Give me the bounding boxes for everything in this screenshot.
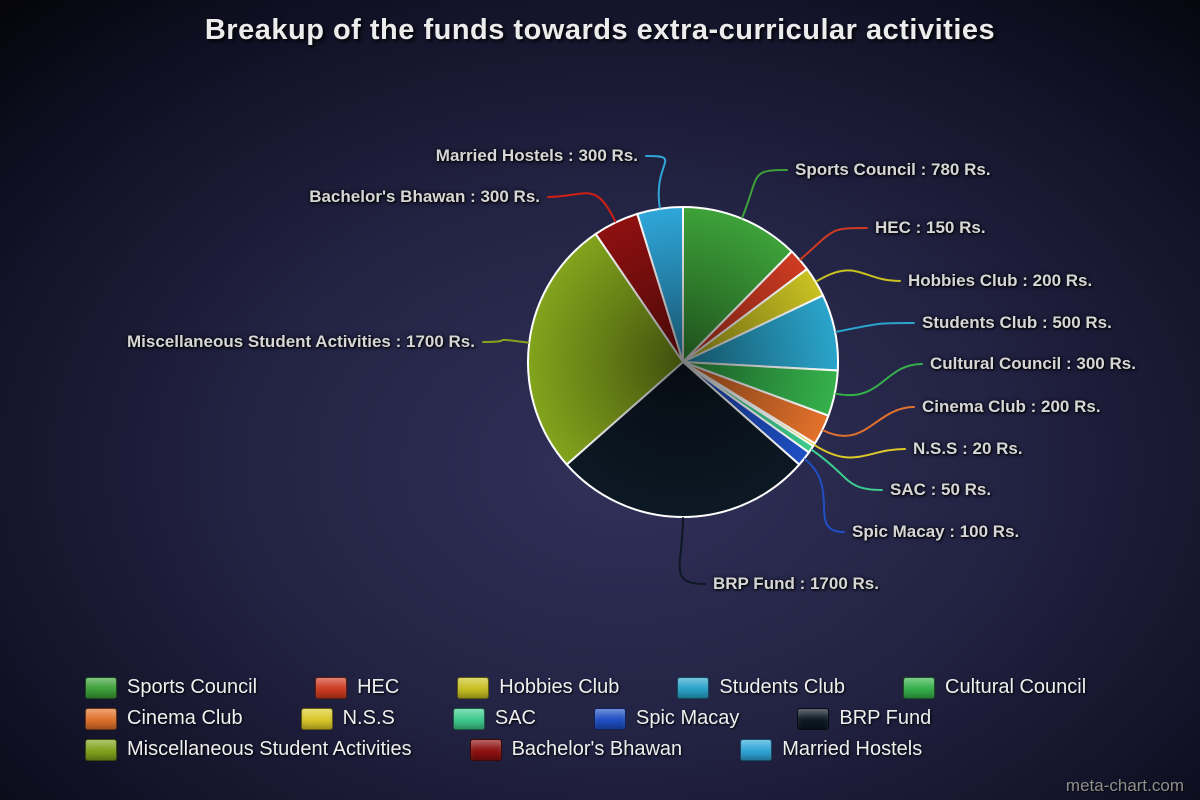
legend-swatch-0	[85, 676, 117, 699]
legend-swatch-4	[903, 676, 936, 699]
legend-item-7: SAC	[452, 707, 536, 730]
chart-title: Breakup of the funds towards extra-curri…	[204, 14, 996, 46]
legend-label-12: Married Hostels	[782, 738, 923, 760]
leader-line-0	[741, 169, 788, 219]
legend-item-12: Married Hostels	[740, 738, 922, 761]
watermark: meta-chart.com	[1065, 776, 1184, 795]
slice-label-bachelors-bhawan: Bachelor's Bhawan : 300 Rs.	[309, 187, 540, 206]
slice-label-married-hostels: Married Hostels : 300 Rs.	[435, 146, 638, 165]
legend-swatch-10	[85, 738, 117, 761]
legend-swatch-12	[740, 738, 773, 761]
legend-swatch-11	[469, 738, 502, 761]
legend-item-5: Cinema Club	[85, 707, 243, 730]
slice-label-brp-fund: BRP Fund : 1700 Rs.	[713, 574, 879, 593]
legend-swatch-9	[797, 707, 830, 730]
leader-line-3	[835, 321, 915, 333]
leader-line-1	[799, 227, 868, 261]
legend-swatch-8	[593, 707, 626, 730]
leader-line-9	[678, 517, 706, 585]
legend-item-4: Cultural Council	[903, 676, 1086, 699]
slice-label-sports-council: Sports Council : 780 Rs.	[795, 160, 991, 179]
leader-line-8	[803, 458, 845, 533]
legend-swatch-6	[300, 707, 333, 730]
legend-label-11: Bachelor's Bhawan	[511, 738, 683, 760]
legend-label-0: Sports Council	[127, 676, 258, 698]
slice-label-miscellaneous: Miscellaneous Student Activities : 1700 …	[127, 332, 475, 351]
legend-swatch-1	[315, 676, 348, 699]
leader-line-12	[645, 155, 667, 209]
legend-label-6: N.S.S	[342, 707, 395, 729]
legend-swatch-7	[452, 707, 485, 730]
legend-swatch-3	[677, 676, 710, 699]
legend-row: Sports Council HEC Hobbies Club Students Cl…	[85, 676, 1086, 699]
legend-row: Cinema Club N.S.S SAC Spic Macay BRP Fund	[85, 707, 1086, 730]
legend-item-6: N.S.S	[300, 707, 395, 730]
leader-lines-group	[482, 155, 923, 585]
legend-item-10: Miscellaneous Student Activities	[85, 738, 412, 761]
legend-item-9: BRP Fund	[797, 707, 931, 730]
legend-item-11: Bachelor's Bhawan	[469, 738, 683, 761]
legend-label-4: Cultural Council	[945, 676, 1087, 698]
leader-line-10	[482, 338, 530, 344]
slice-label-spic-macay: Spic Macay : 100 Rs.	[852, 522, 1020, 541]
legend-item-1: HEC	[315, 676, 399, 699]
legend-label-9: BRP Fund	[839, 707, 932, 729]
legend-label-2: Hobbies Club	[499, 676, 620, 698]
legend-item-8: Spic Macay	[593, 707, 740, 730]
legend-row: Miscellaneous Student Activities Bachelor…	[85, 738, 1086, 761]
leader-line-6	[813, 444, 906, 459]
slice-label-nss: N.S.S : 20 Rs.	[913, 439, 1023, 458]
leader-line-7	[810, 448, 883, 491]
slice-label-sac: SAC : 50 Rs.	[890, 480, 992, 499]
legend-item-3: Students Club	[677, 676, 845, 699]
legend-label-8: Spic Macay	[635, 707, 740, 729]
legend-label-5: Cinema Club	[127, 707, 243, 729]
legend: Sports Council HEC Hobbies Club Students Cl…	[85, 676, 1086, 761]
leader-line-11	[547, 192, 617, 223]
slice-label-cultural-council: Cultural Council : 300 Rs.	[930, 354, 1136, 373]
leader-line-4	[834, 363, 923, 397]
legend-swatch-5	[85, 707, 117, 730]
slice-label-hec: HEC : 150 Rs.	[875, 218, 986, 237]
pie-slices-group	[527, 206, 839, 518]
leader-line-5	[822, 406, 915, 437]
legend-swatch-2	[457, 676, 490, 699]
slice-label-students-club: Students Club : 500 Rs.	[922, 313, 1112, 332]
legend-label-3: Students Club	[719, 676, 846, 698]
slice-label-cinema-club: Cinema Club : 200 Rs.	[922, 397, 1101, 416]
leader-line-2	[815, 269, 901, 283]
slice-label-hobbies-club: Hobbies Club : 200 Rs.	[908, 271, 1093, 290]
legend-label-1: HEC	[357, 676, 400, 698]
legend-label-10: Miscellaneous Student Activities	[127, 738, 412, 760]
legend-item-0: Sports Council	[85, 676, 257, 699]
legend-item-2: Hobbies Club	[457, 676, 619, 699]
legend-label-7: SAC	[494, 707, 536, 729]
